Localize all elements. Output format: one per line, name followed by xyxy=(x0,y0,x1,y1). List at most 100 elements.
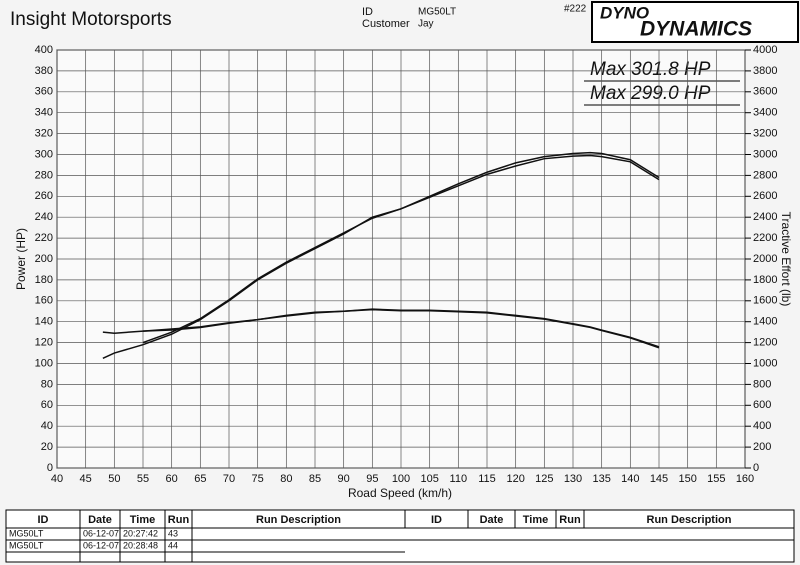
y-tick-label: 280 xyxy=(35,169,53,181)
x-tick-label: 155 xyxy=(707,473,725,485)
x-tick-label: 140 xyxy=(621,473,639,485)
table-header: Run Description xyxy=(647,514,732,526)
x-tick-label: 65 xyxy=(194,473,206,485)
y-tick-label: 40 xyxy=(41,420,53,432)
y-tick-label: 320 xyxy=(35,128,53,140)
x-tick-label: 55 xyxy=(137,473,149,485)
id-label: ID xyxy=(362,6,373,18)
table-header: Run xyxy=(559,514,581,526)
y-axis-label: Power (HP) xyxy=(14,228,28,290)
table-header: ID xyxy=(38,514,49,526)
y-tick-label: 120 xyxy=(35,337,53,349)
table-header: Date xyxy=(480,514,504,526)
report-number: #222 xyxy=(564,4,587,15)
y2-tick-label: 0 xyxy=(753,462,759,474)
y-tick-label: 80 xyxy=(41,378,53,390)
y2-tick-label: 600 xyxy=(753,399,771,411)
table-header: Run xyxy=(168,514,190,526)
tractive-effort-line xyxy=(142,308,660,349)
y-tick-label: 160 xyxy=(35,295,53,307)
x-tick-label: 80 xyxy=(280,473,292,485)
x-tick-label: 125 xyxy=(535,473,553,485)
y-tick-label: 100 xyxy=(35,357,53,369)
y2-tick-label: 2800 xyxy=(753,169,777,181)
y-tick-label: 60 xyxy=(41,399,53,411)
x-tick-label: 135 xyxy=(592,473,610,485)
y-tick-label: 300 xyxy=(35,148,53,160)
y2-tick-label: 4000 xyxy=(753,44,777,56)
x-tick-label: 150 xyxy=(678,473,696,485)
id-value: MG50LT xyxy=(418,7,456,18)
table-cell: MG50LT xyxy=(9,540,44,550)
x-tick-label: 100 xyxy=(392,473,410,485)
customer-value: Jay xyxy=(418,19,434,30)
x-tick-label: 60 xyxy=(166,473,178,485)
table-cell: 06-12-07 xyxy=(83,528,119,538)
y-tick-label: 220 xyxy=(35,232,53,244)
logo-line2: DYNAMICS xyxy=(640,18,752,41)
logo-line1: DYNO xyxy=(600,3,649,22)
table-cell: 44 xyxy=(168,540,178,550)
annotation: Max 301.8 HP xyxy=(590,59,711,80)
y-tick-label: 380 xyxy=(35,65,53,77)
annotation: Max 299.0 HP xyxy=(590,83,711,104)
table-cell: 20:28:48 xyxy=(123,540,158,550)
run-table xyxy=(5,509,795,563)
x-tick-label: 50 xyxy=(108,473,120,485)
y2-tick-label: 3200 xyxy=(753,128,777,140)
y2-tick-label: 1000 xyxy=(753,357,777,369)
logo-box xyxy=(591,1,799,43)
x-tick-label: 130 xyxy=(564,473,582,485)
y2-tick-label: 2400 xyxy=(753,211,777,223)
x-axis-label: Road Speed (km/h) xyxy=(348,486,452,500)
y-tick-label: 360 xyxy=(35,86,53,98)
x-tick-label: 75 xyxy=(252,473,264,485)
y-tick-label: 200 xyxy=(35,253,53,265)
y2-tick-label: 2000 xyxy=(753,253,777,265)
table-header: Date xyxy=(88,514,112,526)
x-tick-label: 40 xyxy=(51,473,63,485)
y2-tick-label: 2200 xyxy=(753,232,777,244)
table-header: Time xyxy=(130,514,155,526)
table-header: Run Description xyxy=(256,514,341,526)
y2-tick-label: 1600 xyxy=(753,295,777,307)
table-cell: 06-12-07 xyxy=(83,540,119,550)
x-tick-label: 45 xyxy=(80,473,92,485)
y2-tick-label: 3800 xyxy=(753,65,777,77)
x-tick-label: 120 xyxy=(506,473,524,485)
header-title: Insight Motorsports xyxy=(10,9,172,30)
y-tick-label: 240 xyxy=(35,211,53,223)
x-tick-label: 70 xyxy=(223,473,235,485)
y2-tick-label: 1200 xyxy=(753,337,777,349)
y-tick-label: 340 xyxy=(35,107,53,119)
y2-tick-label: 400 xyxy=(753,420,771,432)
y2-tick-label: 1800 xyxy=(753,274,777,286)
power-line xyxy=(142,154,660,344)
y2-tick-label: 3600 xyxy=(753,86,777,98)
y-tick-label: 180 xyxy=(35,274,53,286)
table-cell: MG50LT xyxy=(9,528,44,538)
y-tick-label: 20 xyxy=(41,441,53,453)
x-tick-label: 105 xyxy=(420,473,438,485)
y-tick-label: 0 xyxy=(47,462,53,474)
y-tick-label: 140 xyxy=(35,316,53,328)
x-tick-label: 95 xyxy=(366,473,378,485)
x-tick-label: 85 xyxy=(309,473,321,485)
x-tick-label: 110 xyxy=(450,473,468,485)
y2-tick-label: 3400 xyxy=(753,107,777,119)
y2-tick-label: 800 xyxy=(753,378,771,390)
table-header: Time xyxy=(523,514,548,526)
y2-tick-label: 2600 xyxy=(753,190,777,202)
y-tick-label: 260 xyxy=(35,190,53,202)
x-tick-label: 160 xyxy=(736,473,754,485)
y2-axis-label: Tractive Effort (lb) xyxy=(779,212,793,307)
y2-tick-label: 200 xyxy=(753,441,771,453)
x-tick-label: 115 xyxy=(478,473,496,485)
x-tick-label: 90 xyxy=(338,473,350,485)
table-cell: 43 xyxy=(168,528,178,538)
customer-label: Customer xyxy=(362,18,410,30)
table-header: ID xyxy=(431,514,442,526)
y2-tick-label: 1400 xyxy=(753,316,777,328)
